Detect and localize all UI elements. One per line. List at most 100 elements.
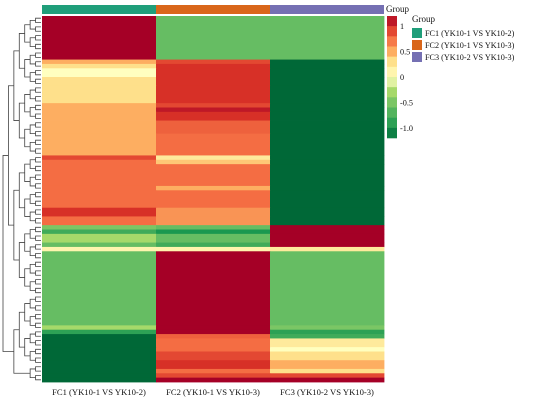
heatmap-cell xyxy=(270,133,385,156)
dendrogram-branch xyxy=(35,261,41,267)
heatmap-cell xyxy=(42,59,157,65)
column-label: FC3 (YK10-2 VS YK10-3) xyxy=(280,387,374,397)
dendrogram-branch xyxy=(35,26,41,32)
dendrogram-branch xyxy=(35,200,41,206)
heatmap-cell xyxy=(270,111,385,121)
heatmap-cell xyxy=(156,133,271,156)
row-dendrogram xyxy=(2,17,41,381)
heatmap-cell xyxy=(270,377,385,383)
dendrogram-branch xyxy=(24,303,31,322)
dendrogram-branch xyxy=(18,242,25,278)
heatmap-cell xyxy=(270,216,385,226)
heatmap-cell xyxy=(42,16,157,60)
dendrogram-branch xyxy=(35,122,41,128)
heatmap-cell xyxy=(156,107,271,113)
dendrogram-branch xyxy=(35,331,41,337)
dendrogram-branch xyxy=(29,194,36,204)
dendrogram-branch xyxy=(29,316,36,326)
color-scale-tick-label: 0.5 xyxy=(400,48,410,57)
heatmap-cell xyxy=(42,63,157,69)
dendrogram-branch xyxy=(35,287,41,294)
color-scale-tick-label: 1 xyxy=(400,22,404,31)
heatmap-cell xyxy=(42,329,157,335)
dendrogram-branch xyxy=(35,148,41,154)
group-legend-swatch xyxy=(412,52,422,62)
dendrogram-branch xyxy=(35,131,41,137)
group-annotation-cell xyxy=(270,5,384,14)
heatmap-cell xyxy=(156,159,271,165)
heatmap-cell xyxy=(156,229,271,235)
dendrogram-branch xyxy=(35,139,41,145)
dendrogram-branch xyxy=(35,235,41,241)
heatmap-cell xyxy=(42,107,157,113)
color-scale-swatch xyxy=(387,66,397,78)
heatmap-cell xyxy=(156,16,271,60)
column-label: FC2 (YK10-1 VS YK10-3) xyxy=(166,387,260,397)
dendrogram-branch xyxy=(35,157,41,163)
heatmap-cell xyxy=(270,225,385,230)
heatmap-cell xyxy=(270,120,385,135)
dendrogram-branch xyxy=(35,165,41,172)
dendrogram-branch xyxy=(35,279,41,285)
dendrogram-branch xyxy=(24,94,31,113)
heatmap-cell xyxy=(270,373,385,379)
group-annotation-cell xyxy=(156,5,270,14)
dendrogram-branch xyxy=(35,253,41,259)
heatmap-cell xyxy=(270,85,385,104)
heatmap-cell xyxy=(156,368,271,374)
dendrogram-branch xyxy=(29,159,36,169)
heatmap-cell xyxy=(270,246,385,252)
dendrogram-branch xyxy=(35,35,41,41)
dendrogram-branch xyxy=(29,333,36,344)
group-legend-label: FC2 (YK10-1 VS YK10-3) xyxy=(425,41,515,50)
heatmap-cell xyxy=(270,251,385,326)
color-scale-swatch xyxy=(387,77,397,88)
heatmap-cell xyxy=(156,351,271,361)
heatmap-cell xyxy=(156,373,271,379)
color-scale-swatch xyxy=(387,56,397,68)
dendrogram-branch xyxy=(29,141,36,152)
color-scale-swatch xyxy=(387,16,397,27)
dendrogram-branch xyxy=(24,59,31,78)
dendrogram-branch xyxy=(35,113,41,119)
heatmap-cell xyxy=(270,334,385,339)
dendrogram-branch xyxy=(35,183,41,189)
heatmap-cell xyxy=(42,68,157,78)
heatmap-cell xyxy=(156,216,271,226)
dendrogram-branch xyxy=(29,263,36,274)
color-scale-swatch xyxy=(387,46,397,57)
heatmap-cell xyxy=(156,233,271,243)
heatmap-cell xyxy=(270,338,385,348)
heatmap-cell xyxy=(42,103,157,108)
group-annotation-bar xyxy=(42,5,384,14)
dendrogram-branch xyxy=(35,375,41,381)
dendrogram-branch xyxy=(18,172,25,209)
heatmap-cell xyxy=(42,347,157,352)
dendrogram-branch xyxy=(29,368,36,379)
dendrogram-branch xyxy=(29,54,36,65)
dendrogram-branch xyxy=(29,211,36,222)
dendrogram-branch xyxy=(29,246,36,257)
heatmap-cells xyxy=(42,16,385,383)
color-scale-swatch xyxy=(387,97,397,108)
heatmap-cell xyxy=(156,242,271,248)
dendrogram-branch xyxy=(24,198,31,217)
dendrogram-branch xyxy=(35,296,41,302)
dendrogram-branch xyxy=(18,311,25,348)
color-scale-swatch xyxy=(387,36,397,47)
heatmap-cell xyxy=(156,325,271,331)
heatmap-cell xyxy=(270,63,385,69)
color-scale-swatch xyxy=(387,26,397,37)
dendrogram-branch xyxy=(35,348,41,355)
dendrogram-branch xyxy=(35,244,41,250)
color-scale-tick-label: -0.5 xyxy=(400,98,413,107)
heatmap-cell xyxy=(156,207,271,217)
dendrogram-branch xyxy=(35,314,41,320)
heatmap-cell xyxy=(42,351,157,361)
heatmap-cell xyxy=(270,329,385,335)
heatmap-cell xyxy=(156,111,271,121)
color-scale-swatch xyxy=(387,107,397,118)
dendrogram-branch xyxy=(24,338,31,357)
heatmap-cell xyxy=(270,207,385,217)
dendrogram-branch xyxy=(35,104,41,111)
